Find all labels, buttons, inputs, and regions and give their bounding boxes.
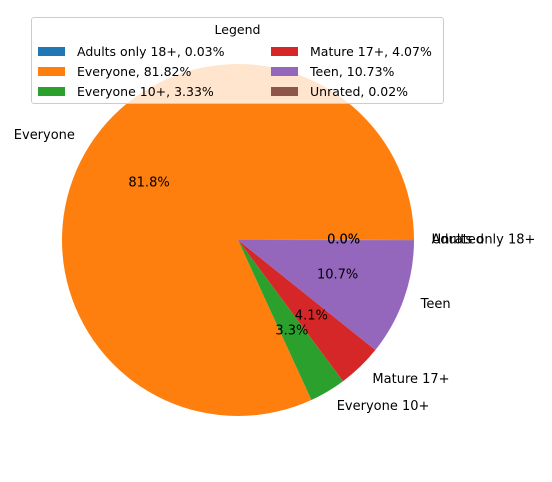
category-label-everyone-10: Everyone 10+ xyxy=(337,399,430,414)
legend: Legend Adults only 18+, 0.03% Mature 17+,… xyxy=(31,17,444,104)
pct-label-everyone-10: 3.3% xyxy=(275,323,308,338)
legend-label: Mature 17+, 4.07% xyxy=(310,43,432,59)
legend-entries: Adults only 18+, 0.03% Mature 17+, 4.07% E… xyxy=(38,41,441,101)
legend-swatch xyxy=(271,86,298,96)
category-label-everyone: Everyone xyxy=(14,128,75,143)
slice-mature-17 xyxy=(238,240,376,382)
legend-item-adults-only-18: Adults only 18+, 0.03% xyxy=(38,41,271,61)
legend-swatch xyxy=(38,46,65,56)
legend-label: Everyone, 81.82% xyxy=(77,63,192,79)
legend-swatch xyxy=(38,86,65,96)
pct-label-unrated: 0.0% xyxy=(327,233,360,248)
slice-teen xyxy=(238,240,414,351)
category-label-teen: Teen xyxy=(420,297,451,312)
category-label-unrated: Unrated xyxy=(432,233,484,248)
legend-swatch xyxy=(271,46,298,56)
legend-label: Everyone 10+, 3.33% xyxy=(77,83,214,99)
legend-item-unrated: Unrated, 0.02% xyxy=(271,81,441,101)
pie-labels: Adults only 18+ 0.0% Everyone 81.8% Everyone… xyxy=(14,128,536,414)
pct-label-mature-17: 4.1% xyxy=(295,308,328,323)
category-label-adults-only-18: Adults only 18+ xyxy=(432,232,536,247)
slice-everyone-10 xyxy=(238,240,344,400)
pct-label-everyone: 81.8% xyxy=(128,176,169,191)
legend-swatch xyxy=(271,66,298,76)
legend-label: Teen, 10.73% xyxy=(310,63,395,79)
pct-label-teen: 10.7% xyxy=(317,268,358,283)
legend-item-everyone: Everyone, 81.82% xyxy=(38,61,271,81)
legend-swatch xyxy=(38,66,65,76)
legend-item-teen: Teen, 10.73% xyxy=(271,61,441,81)
legend-title: Legend xyxy=(214,22,261,37)
slice-everyone xyxy=(62,64,414,416)
legend-item-everyone-10: Everyone 10+, 3.33% xyxy=(38,81,271,101)
pie-slices xyxy=(62,64,415,416)
category-label-mature-17: Mature 17+ xyxy=(372,372,449,387)
pct-label-adults-only-18: 0.0% xyxy=(327,232,360,247)
legend-item-mature-17: Mature 17+, 4.07% xyxy=(271,41,441,61)
legend-label: Adults only 18+, 0.03% xyxy=(77,43,225,59)
legend-label: Unrated, 0.02% xyxy=(310,83,409,99)
